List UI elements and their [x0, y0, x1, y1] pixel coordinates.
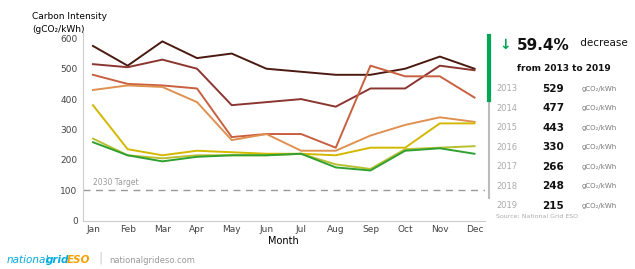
Text: nationalgrideso.com: nationalgrideso.com — [109, 256, 195, 265]
Text: |: | — [98, 252, 103, 265]
Text: gCO₂/kWh: gCO₂/kWh — [581, 164, 617, 169]
Text: grid: grid — [46, 255, 69, 265]
Text: 443: 443 — [542, 123, 565, 133]
Text: 266: 266 — [542, 162, 564, 172]
Text: gCO₂/kWh: gCO₂/kWh — [581, 86, 617, 92]
Text: gCO₂/kWh: gCO₂/kWh — [581, 203, 617, 208]
Text: 2019: 2019 — [497, 201, 518, 210]
Text: Source: National Grid ESO: Source: National Grid ESO — [497, 214, 578, 219]
Text: 59.4%: 59.4% — [516, 38, 570, 53]
Text: (gCO₂/kWh): (gCO₂/kWh) — [32, 25, 84, 34]
Text: 529: 529 — [542, 84, 564, 94]
Text: gCO₂/kWh: gCO₂/kWh — [581, 183, 617, 189]
Text: 2014: 2014 — [497, 104, 518, 113]
Text: 477: 477 — [542, 103, 565, 113]
Text: gCO₂/kWh: gCO₂/kWh — [581, 144, 617, 150]
Text: 2017: 2017 — [497, 162, 518, 171]
Text: from 2013 to 2019: from 2013 to 2019 — [516, 64, 610, 73]
Text: gCO₂/kWh: gCO₂/kWh — [581, 125, 617, 131]
Text: 2013: 2013 — [497, 84, 518, 93]
Text: 2018: 2018 — [497, 182, 518, 190]
Text: 2016: 2016 — [497, 143, 518, 152]
Text: 215: 215 — [542, 200, 564, 211]
Text: 2030 Target: 2030 Target — [93, 178, 138, 187]
Text: ↓: ↓ — [499, 38, 511, 52]
Text: 2015: 2015 — [497, 123, 518, 132]
Text: 330: 330 — [542, 142, 564, 152]
Text: national: national — [6, 255, 49, 265]
Text: gCO₂/kWh: gCO₂/kWh — [581, 105, 617, 111]
X-axis label: Month: Month — [269, 236, 299, 246]
Text: 248: 248 — [542, 181, 565, 191]
Text: decrease: decrease — [577, 38, 627, 48]
Text: Carbon Intensity: Carbon Intensity — [32, 12, 107, 21]
Text: ESO: ESO — [67, 255, 90, 265]
